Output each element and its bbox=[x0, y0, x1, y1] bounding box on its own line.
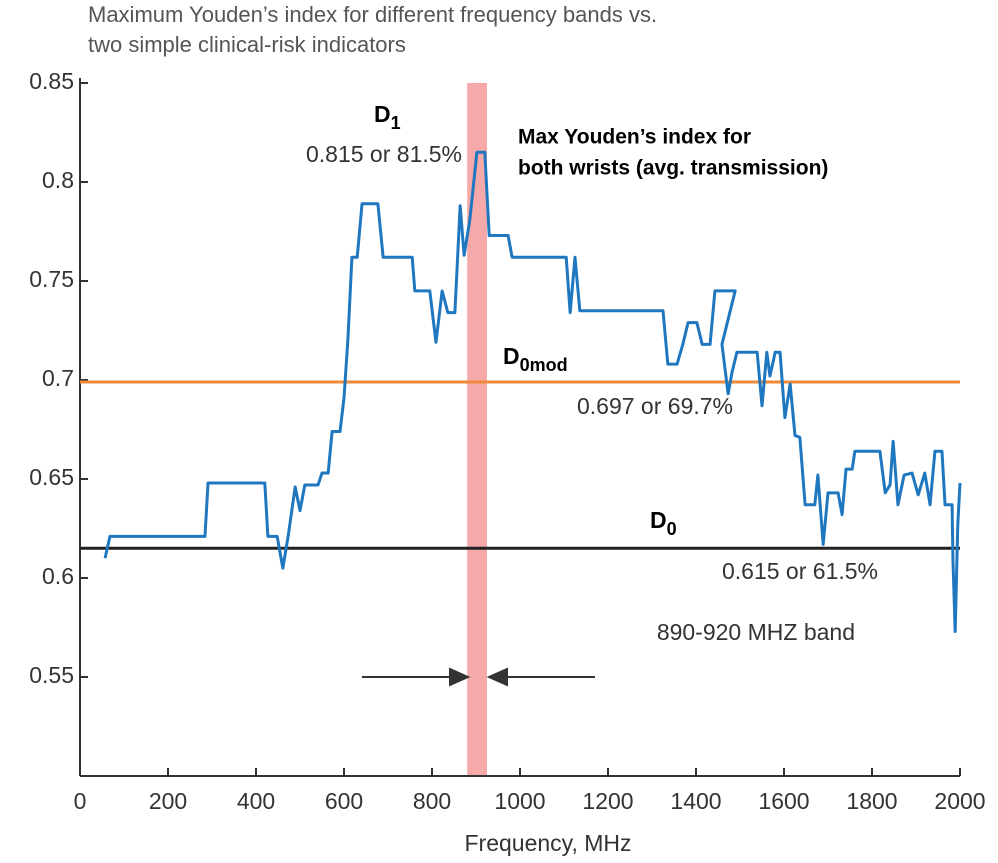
arrow-head bbox=[486, 667, 508, 687]
x-axis-label: Frequency, MHz bbox=[464, 830, 631, 856]
x-tick-label: 1400 bbox=[670, 788, 721, 814]
annotation: D0 bbox=[650, 507, 677, 539]
y-tick-label: 0.65 bbox=[29, 464, 74, 490]
annotation: 0.697 or 69.7% bbox=[577, 393, 733, 419]
annotation: Max Youden’s index for bbox=[518, 126, 751, 149]
band-layer bbox=[467, 83, 487, 776]
y-tick-label: 0.55 bbox=[29, 662, 74, 688]
y-tick-label: 0.8 bbox=[42, 167, 74, 193]
annotation-main: D bbox=[503, 343, 520, 369]
x-tick-label: 2000 bbox=[934, 788, 985, 814]
x-tick-label: 600 bbox=[325, 788, 363, 814]
annotation: 0.615 or 61.5% bbox=[722, 558, 878, 584]
frequency-band bbox=[467, 83, 487, 776]
annotation-sub: 1 bbox=[391, 113, 401, 133]
chart-title-line: Maximum Youden’s index for different fre… bbox=[88, 2, 657, 27]
y-tick-label: 0.85 bbox=[29, 68, 74, 94]
annotation: 890-920 MHZ band bbox=[657, 619, 855, 645]
band-arrows bbox=[362, 667, 595, 687]
y-tick-label: 0.7 bbox=[42, 365, 74, 391]
y-tick-label: 0.75 bbox=[29, 266, 74, 292]
x-tick-label: 0 bbox=[74, 788, 87, 814]
annotation: 0.815 or 81.5% bbox=[306, 141, 462, 167]
arrow-head bbox=[449, 667, 471, 687]
data-line bbox=[103, 150, 962, 633]
chart-title-line: two simple clinical-risk indicators bbox=[88, 32, 406, 57]
y-tick-label: 0.6 bbox=[42, 563, 74, 589]
annotation-main: D bbox=[650, 507, 667, 533]
x-tick-label: 400 bbox=[237, 788, 275, 814]
x-tick-label: 1800 bbox=[846, 788, 897, 814]
x-tick-label: 1000 bbox=[494, 788, 545, 814]
annotation: D0mod bbox=[503, 343, 568, 375]
annotation: both wrists (avg. transmission) bbox=[518, 157, 828, 180]
annotation-sub: 0 bbox=[667, 519, 677, 539]
annotation: D1 bbox=[374, 101, 401, 133]
x-tick-label: 1600 bbox=[758, 788, 809, 814]
x-tick-label: 800 bbox=[413, 788, 451, 814]
annotation-main: D bbox=[374, 101, 391, 127]
x-tick-label: 200 bbox=[149, 788, 187, 814]
annotation-sub: 0mod bbox=[520, 355, 568, 375]
x-tick-label: 1200 bbox=[582, 788, 633, 814]
